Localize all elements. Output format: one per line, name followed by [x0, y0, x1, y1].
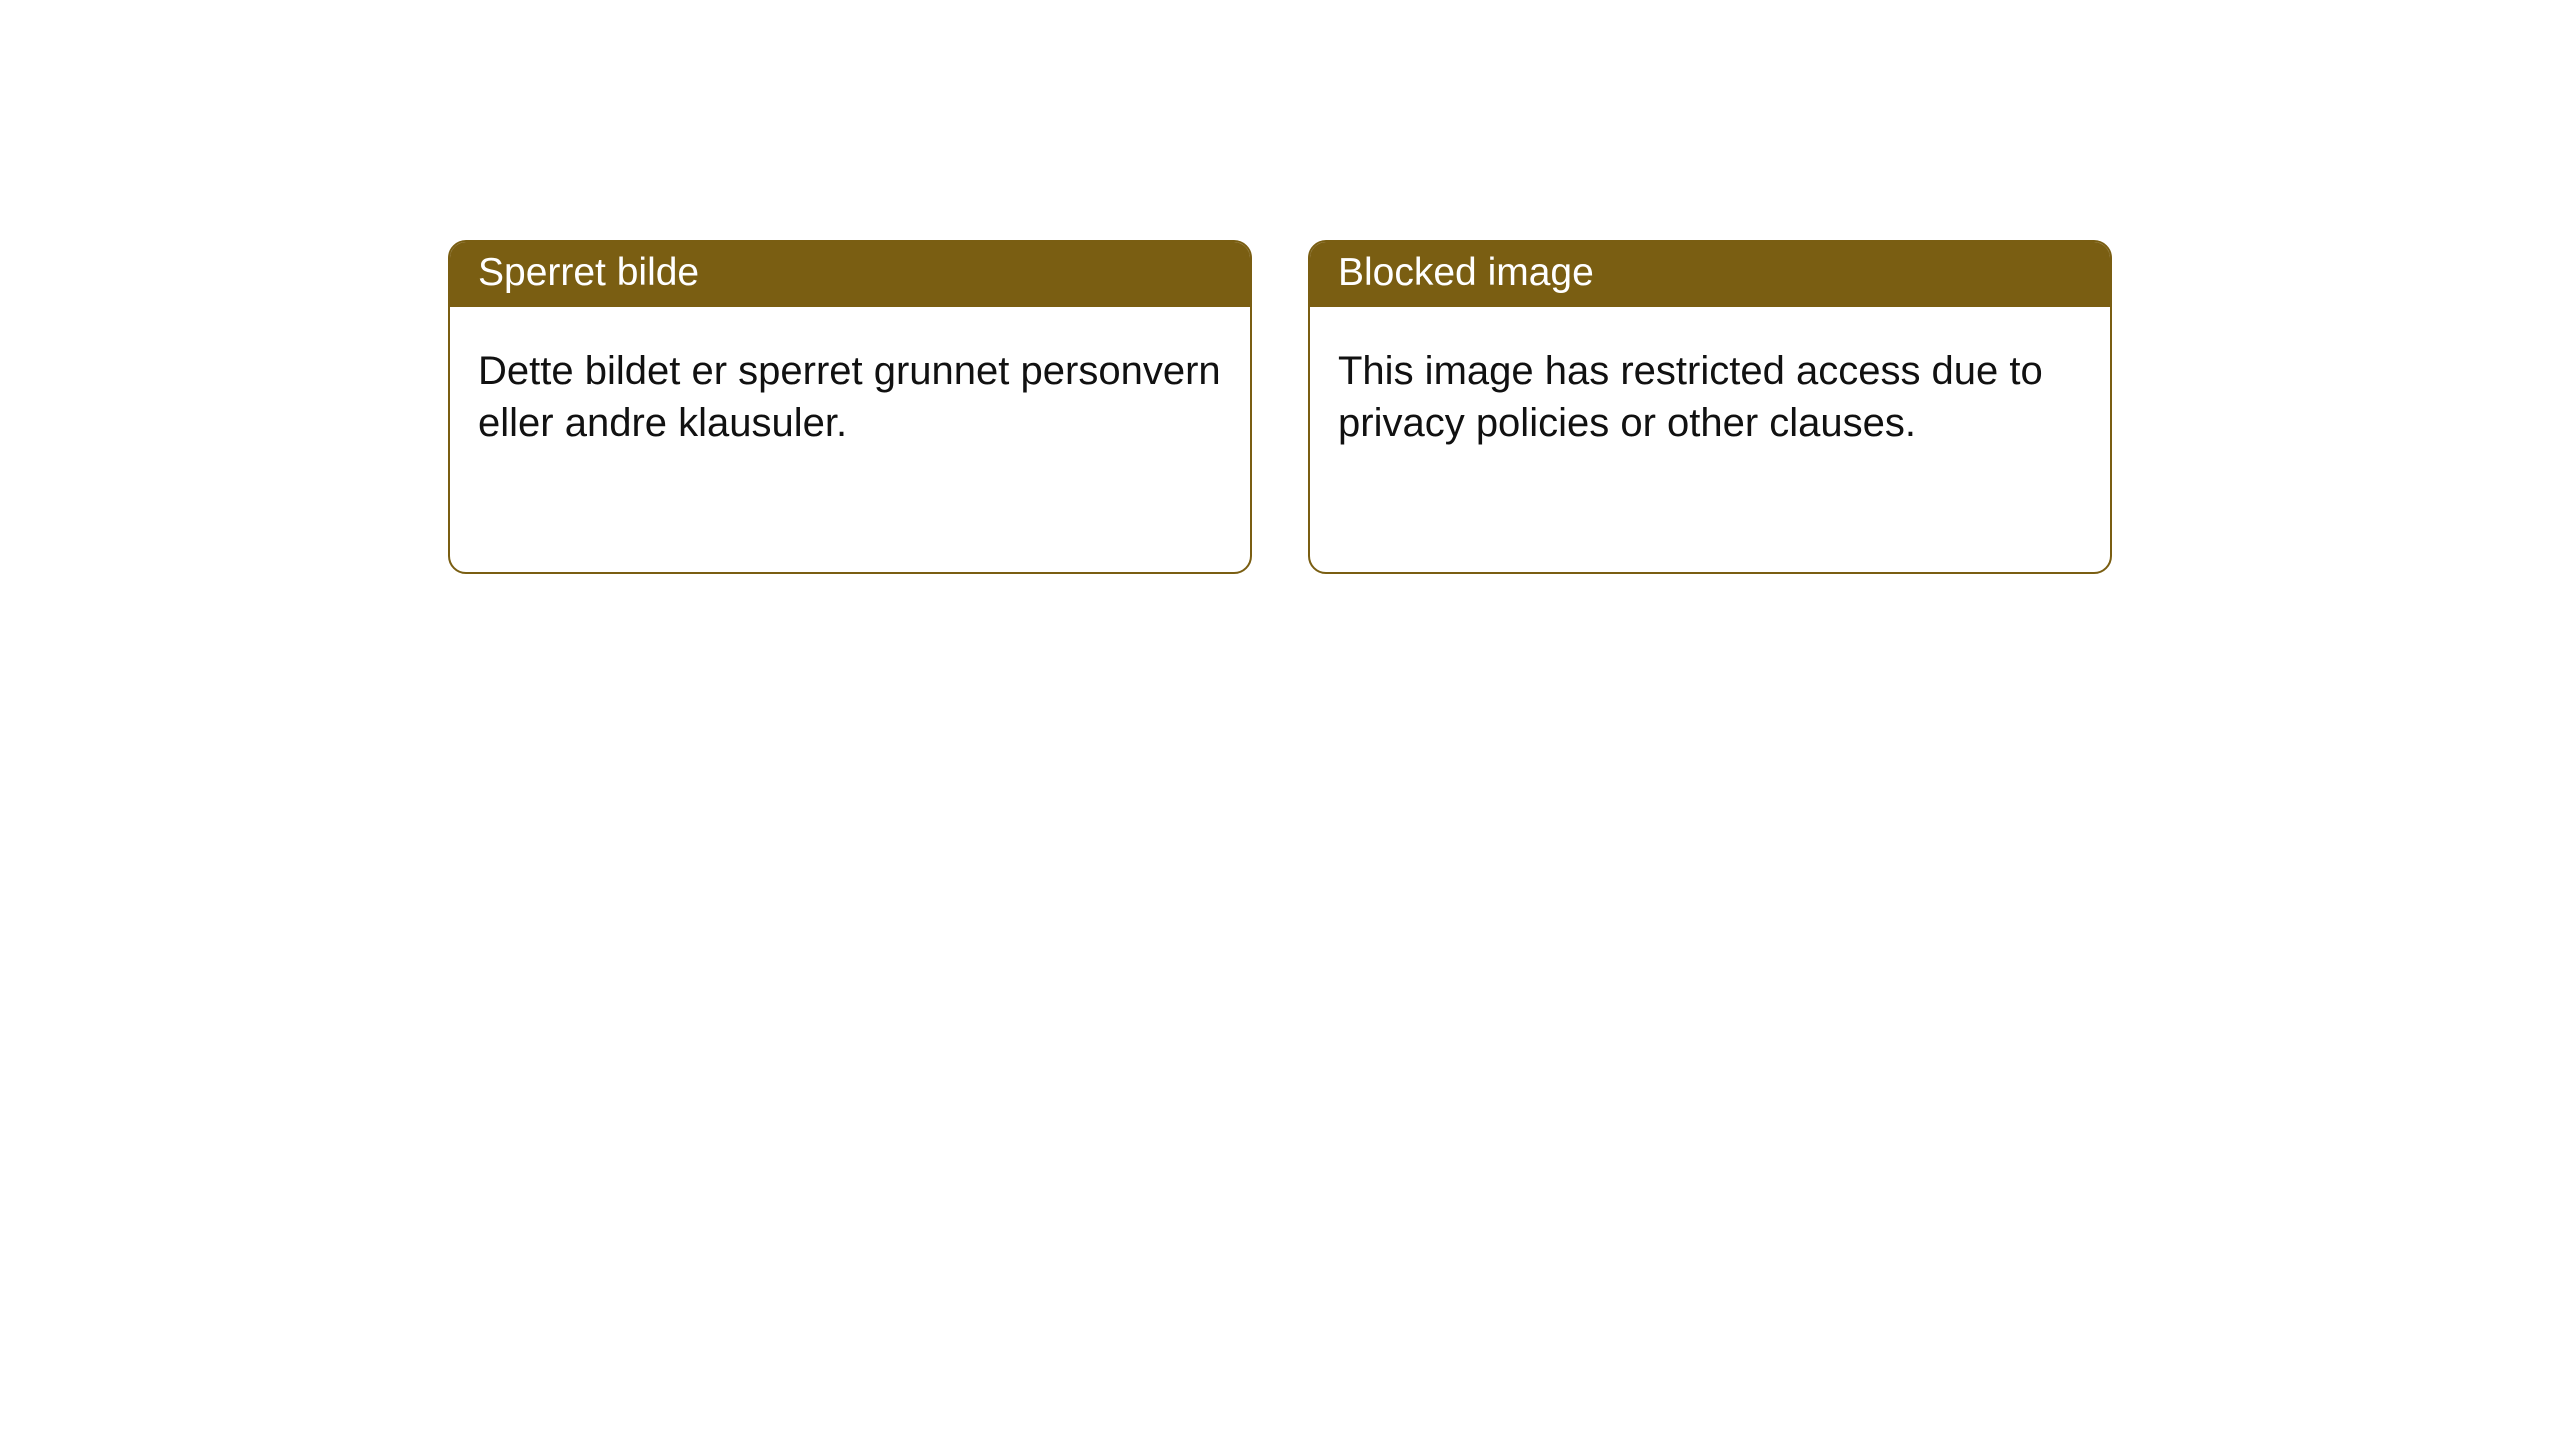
- notice-title: Blocked image: [1338, 251, 1594, 294]
- notice-card-norwegian: Sperret bilde Dette bildet er sperret gr…: [448, 240, 1252, 574]
- notice-header: Blocked image: [1310, 242, 2110, 307]
- notice-header: Sperret bilde: [450, 242, 1250, 307]
- notice-title: Sperret bilde: [478, 251, 699, 294]
- notice-card-english: Blocked image This image has restricted …: [1308, 240, 2112, 574]
- notice-message: This image has restricted access due to …: [1338, 349, 2043, 445]
- notice-body: This image has restricted access due to …: [1310, 307, 2110, 477]
- notice-container: Sperret bilde Dette bildet er sperret gr…: [448, 240, 2112, 574]
- notice-message: Dette bildet er sperret grunnet personve…: [478, 349, 1221, 445]
- notice-body: Dette bildet er sperret grunnet personve…: [450, 307, 1250, 477]
